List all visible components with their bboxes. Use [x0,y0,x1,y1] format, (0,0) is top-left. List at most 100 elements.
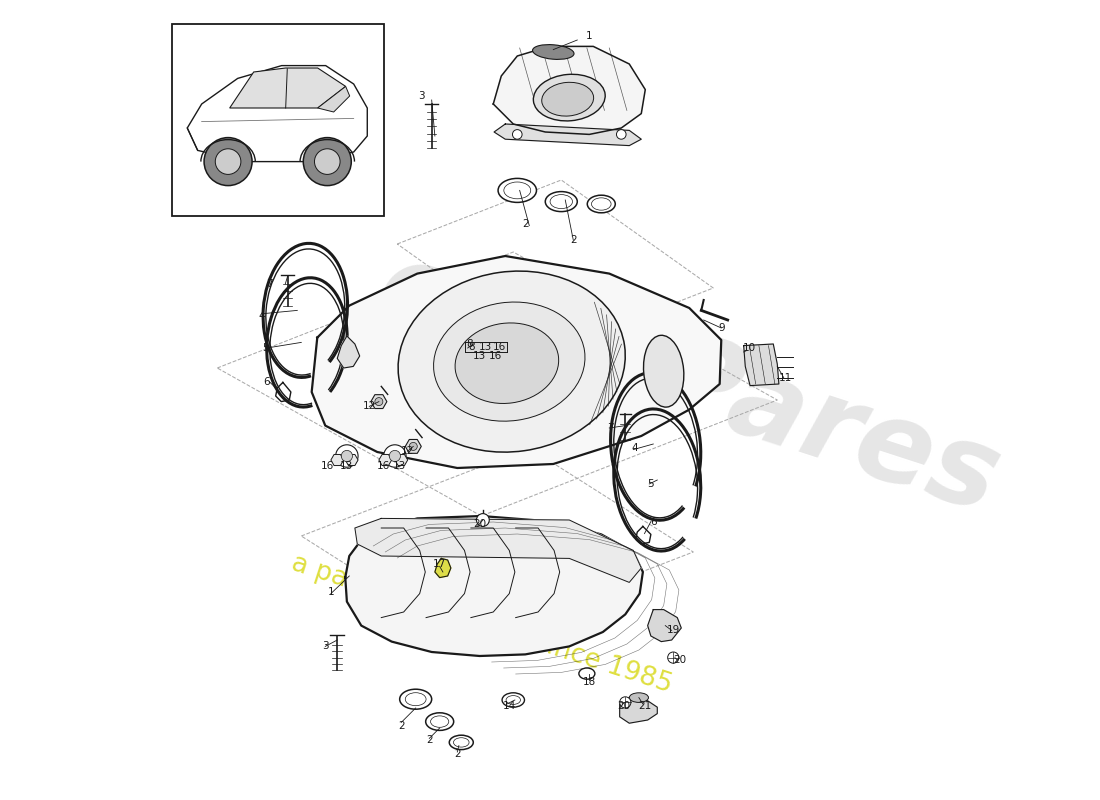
Ellipse shape [592,198,612,210]
Text: 20: 20 [473,519,486,529]
Polygon shape [331,454,343,466]
Text: 13: 13 [393,461,406,470]
Ellipse shape [433,302,585,421]
Text: 2: 2 [454,749,461,758]
Text: 2: 2 [522,219,529,229]
Text: 7: 7 [607,423,614,433]
Polygon shape [744,344,779,386]
Polygon shape [405,439,421,454]
Ellipse shape [587,195,615,213]
Text: 14: 14 [503,701,516,710]
Text: 7: 7 [266,279,273,289]
Ellipse shape [502,693,525,707]
Polygon shape [619,698,658,723]
Text: 16: 16 [377,461,390,470]
Polygon shape [338,336,360,368]
Polygon shape [493,46,646,134]
Polygon shape [311,256,722,468]
Polygon shape [355,518,641,582]
Text: a passion for parts since 1985: a passion for parts since 1985 [287,550,675,698]
Polygon shape [395,454,408,466]
Ellipse shape [504,182,530,198]
Polygon shape [230,68,345,108]
Text: 19: 19 [667,625,680,634]
Polygon shape [648,610,681,642]
Circle shape [476,514,490,526]
Text: 21: 21 [639,701,652,710]
Text: 8: 8 [469,342,475,352]
Text: 2: 2 [426,735,432,745]
Bar [172,24,384,216]
Text: 10: 10 [742,343,756,353]
Ellipse shape [498,178,537,202]
Text: 1: 1 [328,587,334,597]
Ellipse shape [399,689,431,709]
Circle shape [336,445,359,467]
Polygon shape [494,124,641,146]
Text: 5: 5 [648,479,654,489]
Polygon shape [345,454,359,466]
Ellipse shape [532,45,574,59]
Ellipse shape [546,192,578,212]
Polygon shape [187,66,367,162]
Circle shape [384,445,406,467]
Text: 16: 16 [493,342,506,352]
Text: 4: 4 [258,311,265,321]
Text: 2: 2 [398,721,405,730]
Circle shape [513,130,522,139]
Text: 2: 2 [570,235,576,245]
Ellipse shape [398,271,625,452]
Polygon shape [378,454,392,466]
Circle shape [668,652,679,663]
Text: 20: 20 [617,701,630,710]
Text: 13: 13 [340,461,353,470]
Text: 5: 5 [262,343,268,353]
Text: 18: 18 [583,677,596,686]
Ellipse shape [541,82,594,116]
Ellipse shape [449,735,473,750]
Text: 20: 20 [673,655,686,665]
Ellipse shape [550,194,572,209]
Text: 9: 9 [718,323,725,333]
Text: 12: 12 [402,446,415,456]
Circle shape [619,697,631,708]
Ellipse shape [506,695,520,705]
Text: 12: 12 [363,402,376,411]
Text: 13: 13 [478,342,492,352]
Text: 13: 13 [473,351,486,361]
Circle shape [315,149,340,174]
Circle shape [304,138,351,186]
Text: 3: 3 [322,641,329,650]
Text: 3: 3 [418,91,425,101]
Polygon shape [318,86,350,112]
Ellipse shape [579,668,595,679]
Circle shape [341,450,352,462]
Ellipse shape [426,713,453,730]
Text: euroPares: euroPares [364,231,1014,537]
Polygon shape [371,394,387,409]
Circle shape [205,138,252,186]
Ellipse shape [629,693,649,702]
Text: 16: 16 [321,461,334,470]
Circle shape [389,450,400,462]
Circle shape [375,398,383,406]
Ellipse shape [430,716,449,727]
Text: 6: 6 [264,377,271,386]
Ellipse shape [534,74,605,121]
Text: 8: 8 [466,339,473,349]
Text: 4: 4 [631,443,638,453]
Text: 11: 11 [779,373,792,382]
Ellipse shape [455,323,559,403]
Ellipse shape [644,335,684,407]
Circle shape [216,149,241,174]
Text: 17: 17 [433,559,447,569]
Text: 6: 6 [650,517,657,526]
Ellipse shape [453,738,469,747]
Polygon shape [434,558,451,578]
Text: 16: 16 [490,351,503,361]
Ellipse shape [405,693,426,706]
Circle shape [616,130,626,139]
Polygon shape [345,516,642,656]
Circle shape [409,442,417,450]
Text: 1: 1 [586,31,593,41]
